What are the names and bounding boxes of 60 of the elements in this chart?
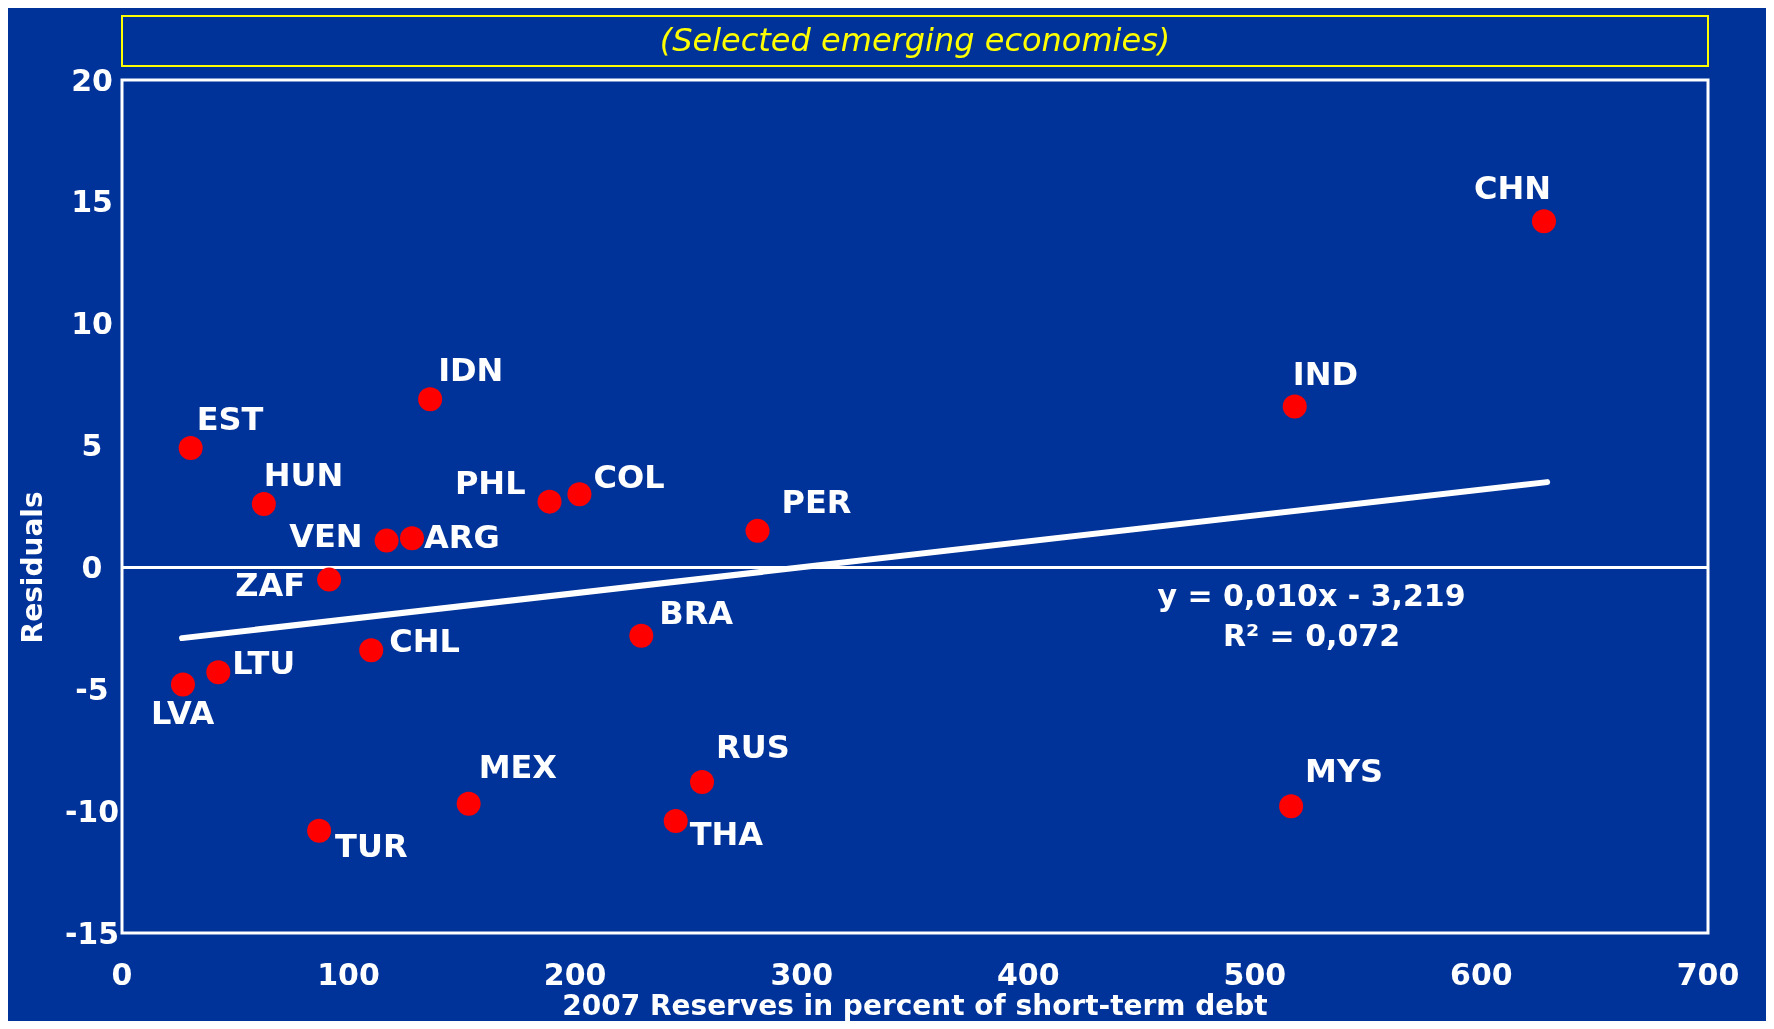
point [567,482,592,507]
annotation: IDN [438,351,504,390]
point [307,818,332,843]
point [663,808,688,833]
annotation: PHL [454,463,526,502]
annotation: HUN [263,456,344,495]
annotation: R² = 0,072 [1222,618,1401,654]
point [1531,209,1556,234]
annotation: ZAF [235,565,306,604]
point [537,489,562,514]
annotation: ARG [424,518,500,557]
x-axis-title: 2007 Reserves in percent of short-term debt [562,989,1268,1022]
annotation: IND [1292,354,1358,393]
y-tick-label: -10 [64,793,120,829]
annotation: THA [689,814,764,853]
point [456,791,481,816]
point [418,387,443,412]
point [1279,794,1304,819]
annotation: LVA [150,694,215,733]
point [629,623,654,648]
annotation: VEN [289,516,363,555]
y-tick-label: 20 [71,62,113,98]
x-tick-label: 200 [543,957,607,992]
annotation: COL [593,458,665,497]
point [170,672,195,697]
y-tick-label: -5 [75,671,109,707]
point [317,567,342,592]
y-tick-label: 15 [71,184,113,220]
y-tick-label: 0 [81,549,103,585]
x-tick-label: 700 [1676,957,1740,992]
x-tick-label: 100 [317,957,380,992]
x-tick-label: 500 [1223,957,1287,992]
point [359,638,384,663]
point [690,769,715,794]
x-tick-label: 300 [770,957,834,992]
annotation: EST [196,400,264,439]
x-tick-label: 400 [996,957,1060,992]
chart-title: (Selected emerging economies) [659,21,1171,59]
annotation: CHL [389,622,460,661]
annotation: CHN [1473,169,1552,208]
annotation: BRA [659,593,734,632]
x-tick-label: 600 [1450,957,1513,992]
y-tick-label: 5 [81,428,103,464]
annotation: RUS [716,727,790,766]
annotation: PER [781,482,852,521]
y-tick-label: -15 [64,915,120,951]
point [251,492,276,517]
annotation: TUR [335,826,408,865]
point [745,518,770,543]
point [400,526,425,551]
y-tick-label: 10 [71,306,113,342]
annotation: LTU [232,644,296,683]
point [1282,394,1307,419]
y-axis-title: Residuals [16,491,49,644]
annotation: y = 0,010x - 3,219 [1157,578,1466,614]
point [374,528,399,553]
point [178,436,203,461]
annotation: MYS [1305,752,1384,791]
annotation: MEX [478,747,558,786]
point [206,660,231,685]
